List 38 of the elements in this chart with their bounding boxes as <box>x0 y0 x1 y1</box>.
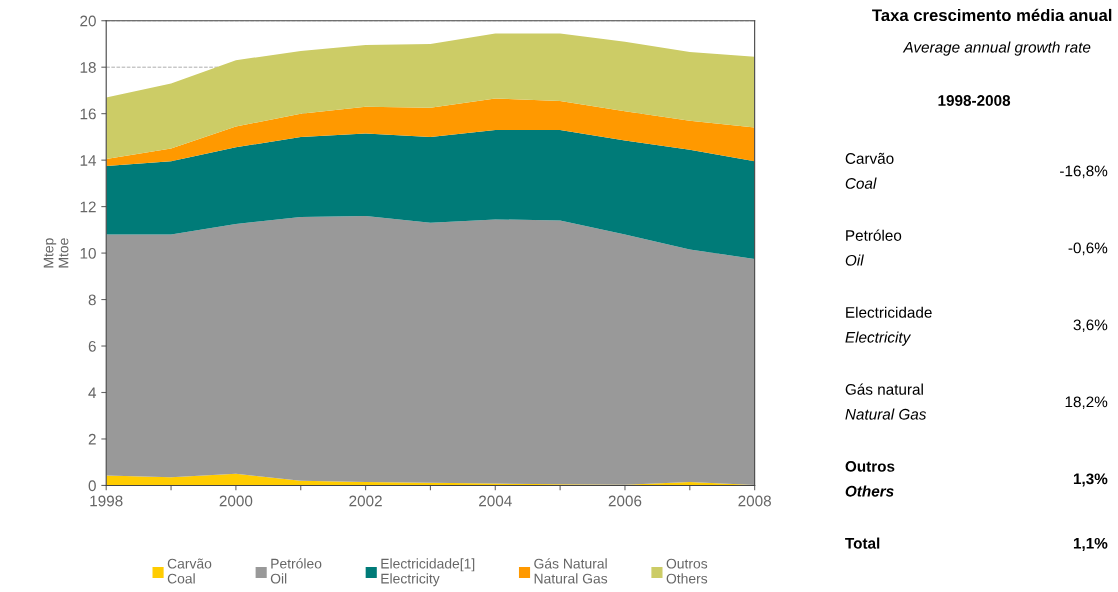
category-label: Gás natural Natural Gas <box>845 383 927 420</box>
y-tick-label: 14 <box>80 155 97 166</box>
y-axis-title: Mtep Mtoe <box>43 238 69 268</box>
x-tick-label: 2008 <box>738 495 771 507</box>
text: -16,8% <box>1060 165 1108 179</box>
y-tick-label: 2 <box>88 433 96 445</box>
legend-label: Carvão Coal <box>167 558 212 584</box>
x-tick-label: 2006 <box>608 495 642 507</box>
y-tick-label: 20 <box>80 15 96 27</box>
x-tick-label: 1998 <box>90 495 123 507</box>
text: 1,1% <box>1073 537 1108 551</box>
category-label: Petróleo Oil <box>845 229 902 266</box>
text: Taxa crescimento média anual <box>872 8 1112 22</box>
y-tick-label: 18 <box>80 62 96 73</box>
x-tick-label: 2002 <box>349 495 382 507</box>
category-label: Total <box>845 537 880 549</box>
text: 1,3% <box>1073 473 1108 487</box>
legend-label: Electricidade[1] Electricity <box>381 558 475 587</box>
x-tick-label: 2000 <box>219 495 253 507</box>
category-label: Carvão Coal <box>845 152 894 189</box>
y-tick-label: 6 <box>88 340 96 352</box>
text: 1998-2008 <box>938 95 1011 106</box>
y-tick-label: 8 <box>88 294 96 306</box>
y-tick-label: 10 <box>80 247 96 259</box>
text: 3,6% <box>1073 319 1108 333</box>
y-tick-label: 4 <box>88 387 97 399</box>
legend-label: Petróleo Oil <box>270 558 322 584</box>
legend-label: Gás Natural Natural Gas <box>534 558 608 584</box>
text: 18,2% <box>1065 396 1108 410</box>
x-tick-label: 2004 <box>479 495 512 507</box>
category-label: Outros Others <box>845 460 895 497</box>
category-label: Electricidade Electricity <box>845 306 932 346</box>
y-tick-label: 12 <box>80 201 96 213</box>
text: Average annual growth rate <box>902 41 1091 56</box>
text: -0,6% <box>1068 242 1108 256</box>
y-tick-label: 0 <box>88 480 96 492</box>
legend-label: Outros Others <box>666 558 708 584</box>
y-tick-label: 16 <box>80 108 96 120</box>
